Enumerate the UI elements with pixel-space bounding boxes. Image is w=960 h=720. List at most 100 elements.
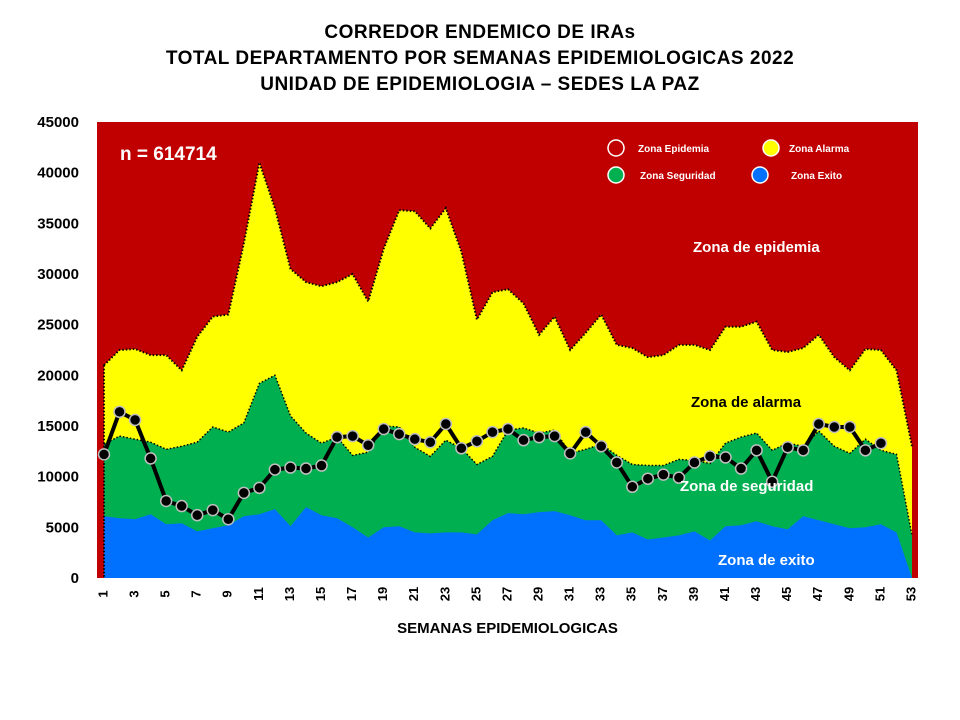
x-tick-label: 9 (220, 590, 235, 597)
cases-point (175, 499, 188, 513)
zona-alarma-edge (103, 158, 913, 447)
x-tick-label: 33 (593, 587, 608, 601)
cases-point (190, 508, 204, 522)
x-tick-label: 11 (251, 587, 266, 601)
cases-point (237, 486, 251, 500)
cases-point (486, 425, 499, 439)
x-tick-label: 37 (655, 587, 670, 601)
x-tick-label: 35 (624, 587, 639, 601)
y-tick-label: 0 (71, 570, 79, 587)
cases-point (268, 463, 282, 476)
y-tick-label: 5000 (46, 519, 79, 536)
zona-exito-area (104, 507, 912, 578)
legend-marker (607, 166, 625, 184)
x-tick-label: 1 (95, 590, 110, 597)
legend-marker (751, 166, 769, 184)
x-tick-label: 47 (810, 587, 825, 601)
x-tick-label: 39 (686, 587, 701, 601)
cases-point (253, 481, 266, 495)
zona-seguridad-edge (103, 374, 913, 536)
x-tick-label: 43 (748, 587, 763, 601)
legend-marker (607, 139, 625, 157)
cases-point (796, 444, 810, 457)
cases-point (859, 444, 872, 457)
zone-label-epidemia: Zona de epidemia (693, 239, 820, 256)
legend-marker (762, 139, 780, 157)
legend-label: Zona Seguridad (640, 171, 716, 182)
chart-title-line-3: UNIDAD DE EPIDEMIOLOGIA – SEDES LA PAZ (260, 74, 700, 95)
legend-label: Zona Epidemia (638, 144, 710, 155)
x-axis-ticks: 1 3 5 7 9 11 13 15 17 19 21 23 25 27 29 31 33 35 37 39 41 43 4… (95, 587, 918, 601)
n-total-label: n = 614714 (120, 144, 217, 165)
zone-label-alarma: Zona de alarma (691, 394, 802, 411)
x-tick-label: 23 (437, 587, 452, 601)
x-tick-label: 21 (406, 587, 421, 601)
x-axis-label: SEMANAS EPIDEMIOLOGICAS (397, 620, 618, 637)
x-tick-label: 45 (779, 587, 794, 601)
y-tick-label: 45000 (37, 114, 79, 131)
y-tick-label: 25000 (37, 317, 79, 334)
cases-point (548, 429, 561, 443)
cases-point (159, 494, 173, 508)
x-tick-label: 17 (344, 587, 359, 601)
y-tick-label: 10000 (37, 469, 79, 486)
cases-point (874, 436, 888, 450)
x-tick-label: 27 (499, 587, 514, 601)
zone-labels: Zona de epidemia Zona de alarma Zona de se… (680, 239, 820, 569)
cases-point (97, 448, 111, 461)
x-tick-label: 5 (158, 590, 173, 597)
cases-point (781, 441, 794, 454)
x-tick-label: 25 (468, 587, 483, 601)
cases-point (688, 456, 701, 469)
x-tick-label: 53 (903, 587, 918, 601)
cases-point (377, 422, 390, 436)
y-tick-label: 35000 (37, 215, 79, 232)
cases-point (315, 459, 328, 472)
cases-point (703, 450, 717, 463)
legend-label: Zona Alarma (789, 144, 850, 155)
legend: Zona Epidemia Zona Alarma Zona Seguridad Zo… (607, 139, 850, 184)
cases-point (408, 432, 422, 446)
cases-point (812, 417, 826, 431)
y-axis-ticks: 0 5000 10000 15000 20000 25000 30000 35000 40000… (37, 114, 79, 587)
chart-title-line-1: CORREDOR ENDEMICO DE IRAs (324, 22, 636, 43)
x-tick-label: 49 (841, 587, 856, 601)
y-tick-label: 30000 (37, 266, 79, 283)
cases-point (672, 471, 686, 484)
zone-label-seguridad: Zona de seguridad (680, 478, 813, 495)
chart-title-line-2: TOTAL DEPARTAMENTO POR SEMANAS EPIDEMIOL… (165, 48, 795, 69)
cases-point (765, 475, 779, 488)
cases-point (579, 425, 592, 439)
cases-point (532, 430, 546, 444)
cases-point (750, 444, 763, 457)
x-tick-label: 51 (872, 587, 887, 601)
cases-point (424, 435, 437, 449)
cases-point (843, 420, 857, 434)
x-tick-label: 31 (562, 587, 577, 601)
y-tick-label: 40000 (37, 165, 79, 182)
cases-point (222, 512, 235, 526)
cases-point (206, 503, 220, 517)
legend-label: Zona Exito (791, 171, 842, 182)
x-tick-label: 7 (189, 590, 204, 597)
cases-point (641, 472, 655, 485)
cases-point (734, 462, 748, 475)
x-tick-label: 3 (127, 590, 142, 597)
cases-point (361, 439, 375, 452)
cases-point (392, 427, 406, 441)
cases-point (470, 434, 484, 448)
x-tick-label: 19 (375, 587, 390, 601)
cases-point (455, 442, 468, 455)
cases-point (626, 480, 639, 494)
x-tick-label: 41 (717, 587, 732, 601)
cases-point (610, 456, 624, 469)
cases-points (97, 405, 888, 526)
x-tick-label: 29 (531, 587, 546, 601)
cases-point (594, 440, 608, 453)
cases-point (144, 452, 157, 465)
x-tick-label: 15 (313, 587, 328, 601)
cases-point (439, 417, 453, 431)
x-tick-label: 13 (282, 587, 297, 601)
zone-label-exito: Zona de exito (718, 552, 815, 569)
